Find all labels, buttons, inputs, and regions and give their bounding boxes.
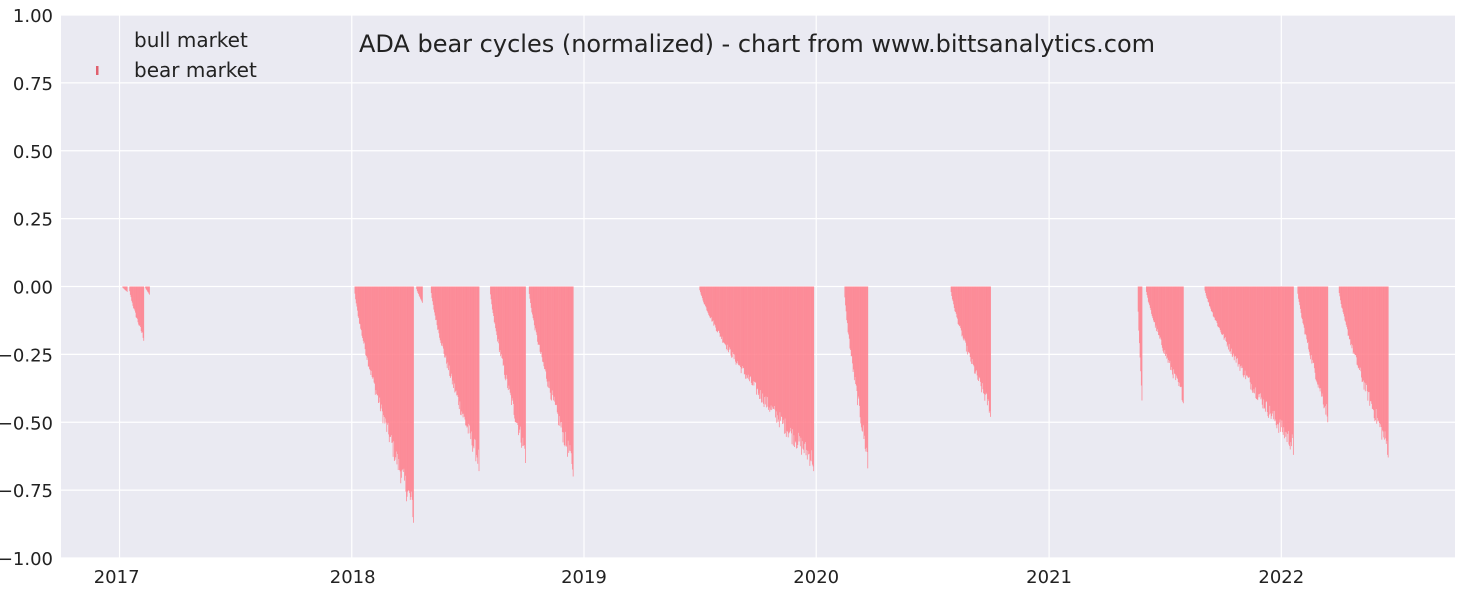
bear-segment [528,286,574,477]
x-tick-label: 2017 [94,567,140,588]
legend-label-bear-market: bear market [134,58,257,82]
y-tick-label: 0.25 [13,210,53,231]
y-tick-label: −1.00 [0,549,53,570]
x-tick-label: 2020 [793,567,839,588]
bear-segment [844,286,869,469]
y-tick-label: 1.00 [13,6,53,27]
y-tick-label: 0.75 [13,74,53,95]
bear-segment [416,286,423,303]
legend: bull market bear market [96,28,257,82]
x-tick-label: 2018 [330,567,376,588]
bear-segment [1137,286,1143,401]
y-tick-label: −0.75 [0,481,53,502]
chart-title: ADA bear cycles (normalized) - chart fro… [359,30,1155,58]
bear-segment [145,286,150,295]
bear-segment [1297,286,1329,423]
bear-segment [1204,286,1294,455]
bear-segment [430,286,480,472]
x-tick-label: 2019 [561,567,607,588]
bear-segment [122,286,128,292]
x-tick-label: 2021 [1026,567,1072,588]
y-tick-label: −0.50 [0,413,53,434]
bear-segment [490,286,526,463]
y-tick-label: 0.50 [13,142,53,163]
y-tick-labels: 1.00 0.75 0.50 0.25 0.00 −0.25 −0.50 −0.75 −1.00 [0,6,53,570]
x-tick-label: 2022 [1258,567,1304,588]
bear-segment [1145,286,1184,404]
bear-segment [129,286,145,341]
bear-segment [950,286,991,417]
bear-segment [1338,286,1389,458]
bear-segment [354,286,414,523]
legend-label-bull-market: bull market [134,28,248,52]
y-tick-label: −0.25 [0,345,53,366]
legend-swatch-bear-market [96,66,99,75]
x-tick-labels: 2017 2018 2019 2020 2021 2022 [94,567,1304,588]
bear-segment [699,286,815,472]
bear-bars [122,286,1389,523]
y-tick-label: 0.00 [13,278,53,299]
